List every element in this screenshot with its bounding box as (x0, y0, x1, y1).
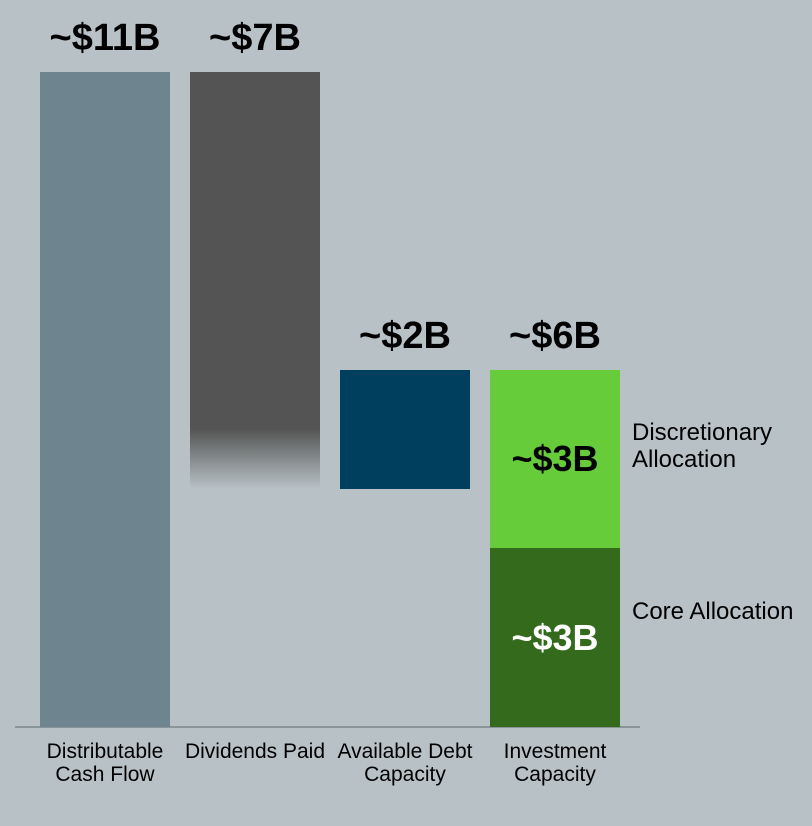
value-label: ~$7B (209, 17, 301, 59)
segment-value-label: ~$3B (511, 438, 599, 480)
category-label: Distributable Cash Flow (46, 740, 164, 786)
bar (190, 72, 320, 489)
bar (340, 369, 470, 489)
category-label: Dividends Paid (184, 740, 326, 763)
value-label: ~$6B (509, 314, 601, 357)
category-label: Available Debt Capacity (337, 740, 473, 786)
category-label: Investment Capacity (503, 740, 607, 786)
bar-segment (490, 369, 620, 549)
value-label: ~$11B (49, 17, 161, 59)
value-label: ~$2B (359, 314, 451, 357)
segment-value-label: ~$3B (511, 616, 599, 658)
baseline (15, 726, 640, 728)
bar-segment (490, 548, 620, 727)
segment-name: Discretionary Allocation (632, 419, 773, 474)
bar (40, 72, 170, 727)
segment-name: Core Allocation (632, 597, 794, 625)
